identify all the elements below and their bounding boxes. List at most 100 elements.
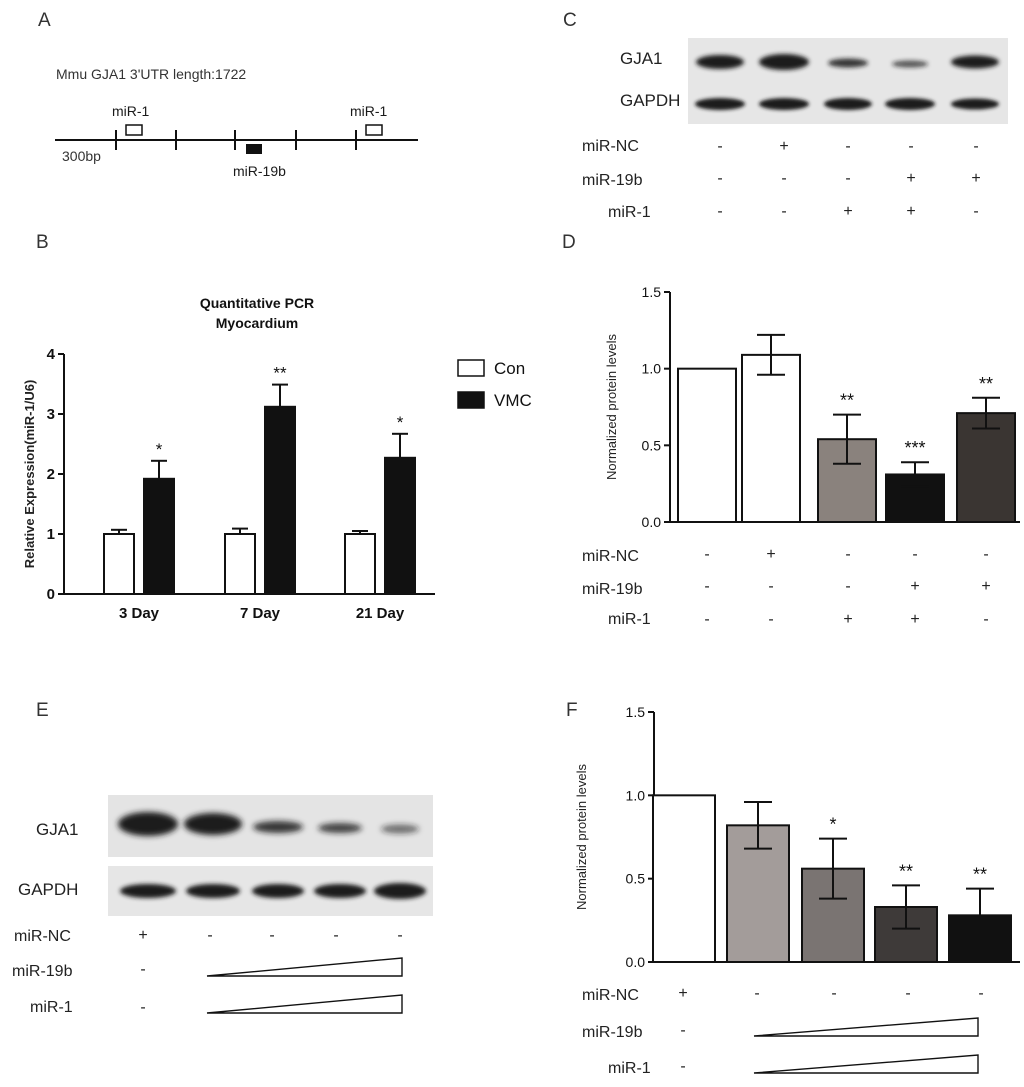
- chart-title-line: Myocardium: [216, 315, 298, 331]
- site-label-mir19b: miR-19b: [233, 163, 286, 179]
- bar-5: [956, 412, 1016, 523]
- wedge-mir19b: [753, 1017, 979, 1037]
- sign-f-nc-2: -: [754, 985, 760, 1002]
- band: [695, 98, 745, 110]
- blot-label-e-gja1: GJA1: [36, 820, 79, 839]
- cond-c-mir-nc: miR-NC: [582, 138, 639, 155]
- band: [951, 98, 999, 110]
- y-tick-label: 1.0: [626, 787, 646, 803]
- gradient-wedges-f: [753, 1017, 979, 1074]
- panel-label-d: D: [562, 232, 576, 253]
- x-tick-label: 3 Day: [119, 605, 160, 622]
- sign-f-nc-4: -: [905, 985, 911, 1002]
- band: [184, 813, 242, 835]
- sign-d-m1-3: +: [843, 611, 853, 628]
- cond-f-mir-nc: miR-NC: [582, 987, 639, 1004]
- significance-mark: *: [397, 413, 404, 432]
- cond-d-mir-19b: miR-19b: [582, 581, 643, 598]
- cond-e-mir-1: miR-1: [30, 999, 73, 1016]
- mir1-site-2: [365, 124, 383, 136]
- sign-d-nc-4: -: [912, 546, 918, 563]
- sign-d-nc-2: +: [766, 546, 776, 563]
- sign-c-m1-1: -: [717, 203, 723, 220]
- panel-label-e: E: [36, 700, 49, 721]
- y-tick-label: 2: [47, 466, 55, 483]
- cond-e-mir-19b: miR-19b: [12, 963, 73, 980]
- band: [951, 55, 999, 69]
- band: [759, 98, 809, 110]
- sign-c-b19-2: -: [781, 170, 787, 187]
- blot-label-e-gapdh: GAPDH: [18, 880, 79, 899]
- sign-e-nc-1: +: [138, 927, 148, 944]
- sign-f-nc-1: +: [678, 985, 688, 1002]
- gradient-wedges-e: [206, 957, 403, 1014]
- band: [374, 883, 426, 899]
- sign-e-m1-1: -: [140, 999, 146, 1016]
- sign-c-b19-1: -: [717, 170, 723, 187]
- band: [253, 821, 303, 833]
- mir1-site-1: [125, 124, 143, 136]
- bar-vmc-3: [384, 456, 416, 595]
- legend-label-con: Con: [494, 359, 525, 378]
- y-tick-label: 1.0: [642, 361, 662, 377]
- sign-d-m1-4: +: [910, 611, 920, 628]
- sign-e-nc-2: -: [207, 927, 213, 944]
- sign-f-nc-5: -: [978, 985, 984, 1002]
- bar-2: [741, 353, 801, 523]
- significance-mark: **: [273, 364, 287, 383]
- sign-c-m1-3: +: [843, 203, 853, 220]
- sign-d-m1-1: -: [704, 611, 710, 628]
- sign-e-nc-5: -: [397, 927, 403, 944]
- panel-label-f: F: [566, 700, 578, 721]
- sign-c-m1-5: -: [973, 203, 979, 220]
- utr-title: Mmu GJA1 3'UTR length:1722: [56, 66, 247, 82]
- cond-c-mir-19b: miR-19b: [582, 172, 643, 189]
- sign-d-b19-5: +: [981, 578, 991, 595]
- bar-con-3: [344, 533, 376, 595]
- band: [824, 98, 872, 110]
- blot-label-gapdh: GAPDH: [620, 91, 681, 110]
- sign-c-nc-3: -: [845, 138, 851, 155]
- sign-c-b19-4: +: [906, 170, 916, 187]
- sign-c-m1-2: -: [781, 203, 787, 220]
- blot-c-gapdh: [688, 84, 1008, 124]
- y-tick-label: 1.5: [642, 284, 662, 300]
- sign-c-m1-4: +: [906, 203, 916, 220]
- y-tick-label: 0.5: [626, 871, 646, 887]
- band: [318, 823, 362, 833]
- blot-e-gja1: [108, 795, 433, 857]
- bar-con-2: [224, 533, 256, 595]
- y-axis-label: Normalized protein levels: [604, 334, 619, 480]
- site-label-mir1-b: miR-1: [350, 103, 388, 119]
- sign-f-m1-1: -: [680, 1058, 686, 1075]
- y-tick-label: 0.0: [626, 954, 646, 970]
- sign-d-b19-1: -: [704, 578, 710, 595]
- band: [696, 55, 744, 69]
- sign-e-nc-3: -: [269, 927, 275, 944]
- wedge-mir1: [753, 1054, 979, 1074]
- sign-d-m1-5: -: [983, 611, 989, 628]
- sign-d-nc-3: -: [845, 546, 851, 563]
- significance-mark: **: [840, 391, 854, 411]
- sign-c-nc-4: -: [908, 138, 914, 155]
- x-tick-label: 7 Day: [240, 605, 281, 622]
- y-tick-label: 0: [47, 586, 55, 603]
- band: [759, 54, 809, 70]
- sign-f-b19-1: -: [680, 1022, 686, 1039]
- bar-vmc-2: [264, 405, 296, 595]
- y-tick-label: 4: [47, 346, 56, 363]
- blot-e-gapdh: [108, 866, 433, 916]
- blot-label-gja1: GJA1: [620, 49, 663, 68]
- sign-d-b19-4: +: [910, 578, 920, 595]
- sign-d-b19-2: -: [768, 578, 774, 595]
- significance-mark: **: [899, 861, 913, 881]
- sign-c-b19-5: +: [971, 170, 981, 187]
- sign-d-nc-5: -: [983, 546, 989, 563]
- bar-vmc-1: [143, 477, 175, 595]
- panel-label-c: C: [563, 10, 577, 31]
- sign-d-b19-3: -: [845, 578, 851, 595]
- band: [314, 884, 366, 898]
- sign-f-nc-3: -: [831, 985, 837, 1002]
- sign-c-nc-1: -: [717, 138, 723, 155]
